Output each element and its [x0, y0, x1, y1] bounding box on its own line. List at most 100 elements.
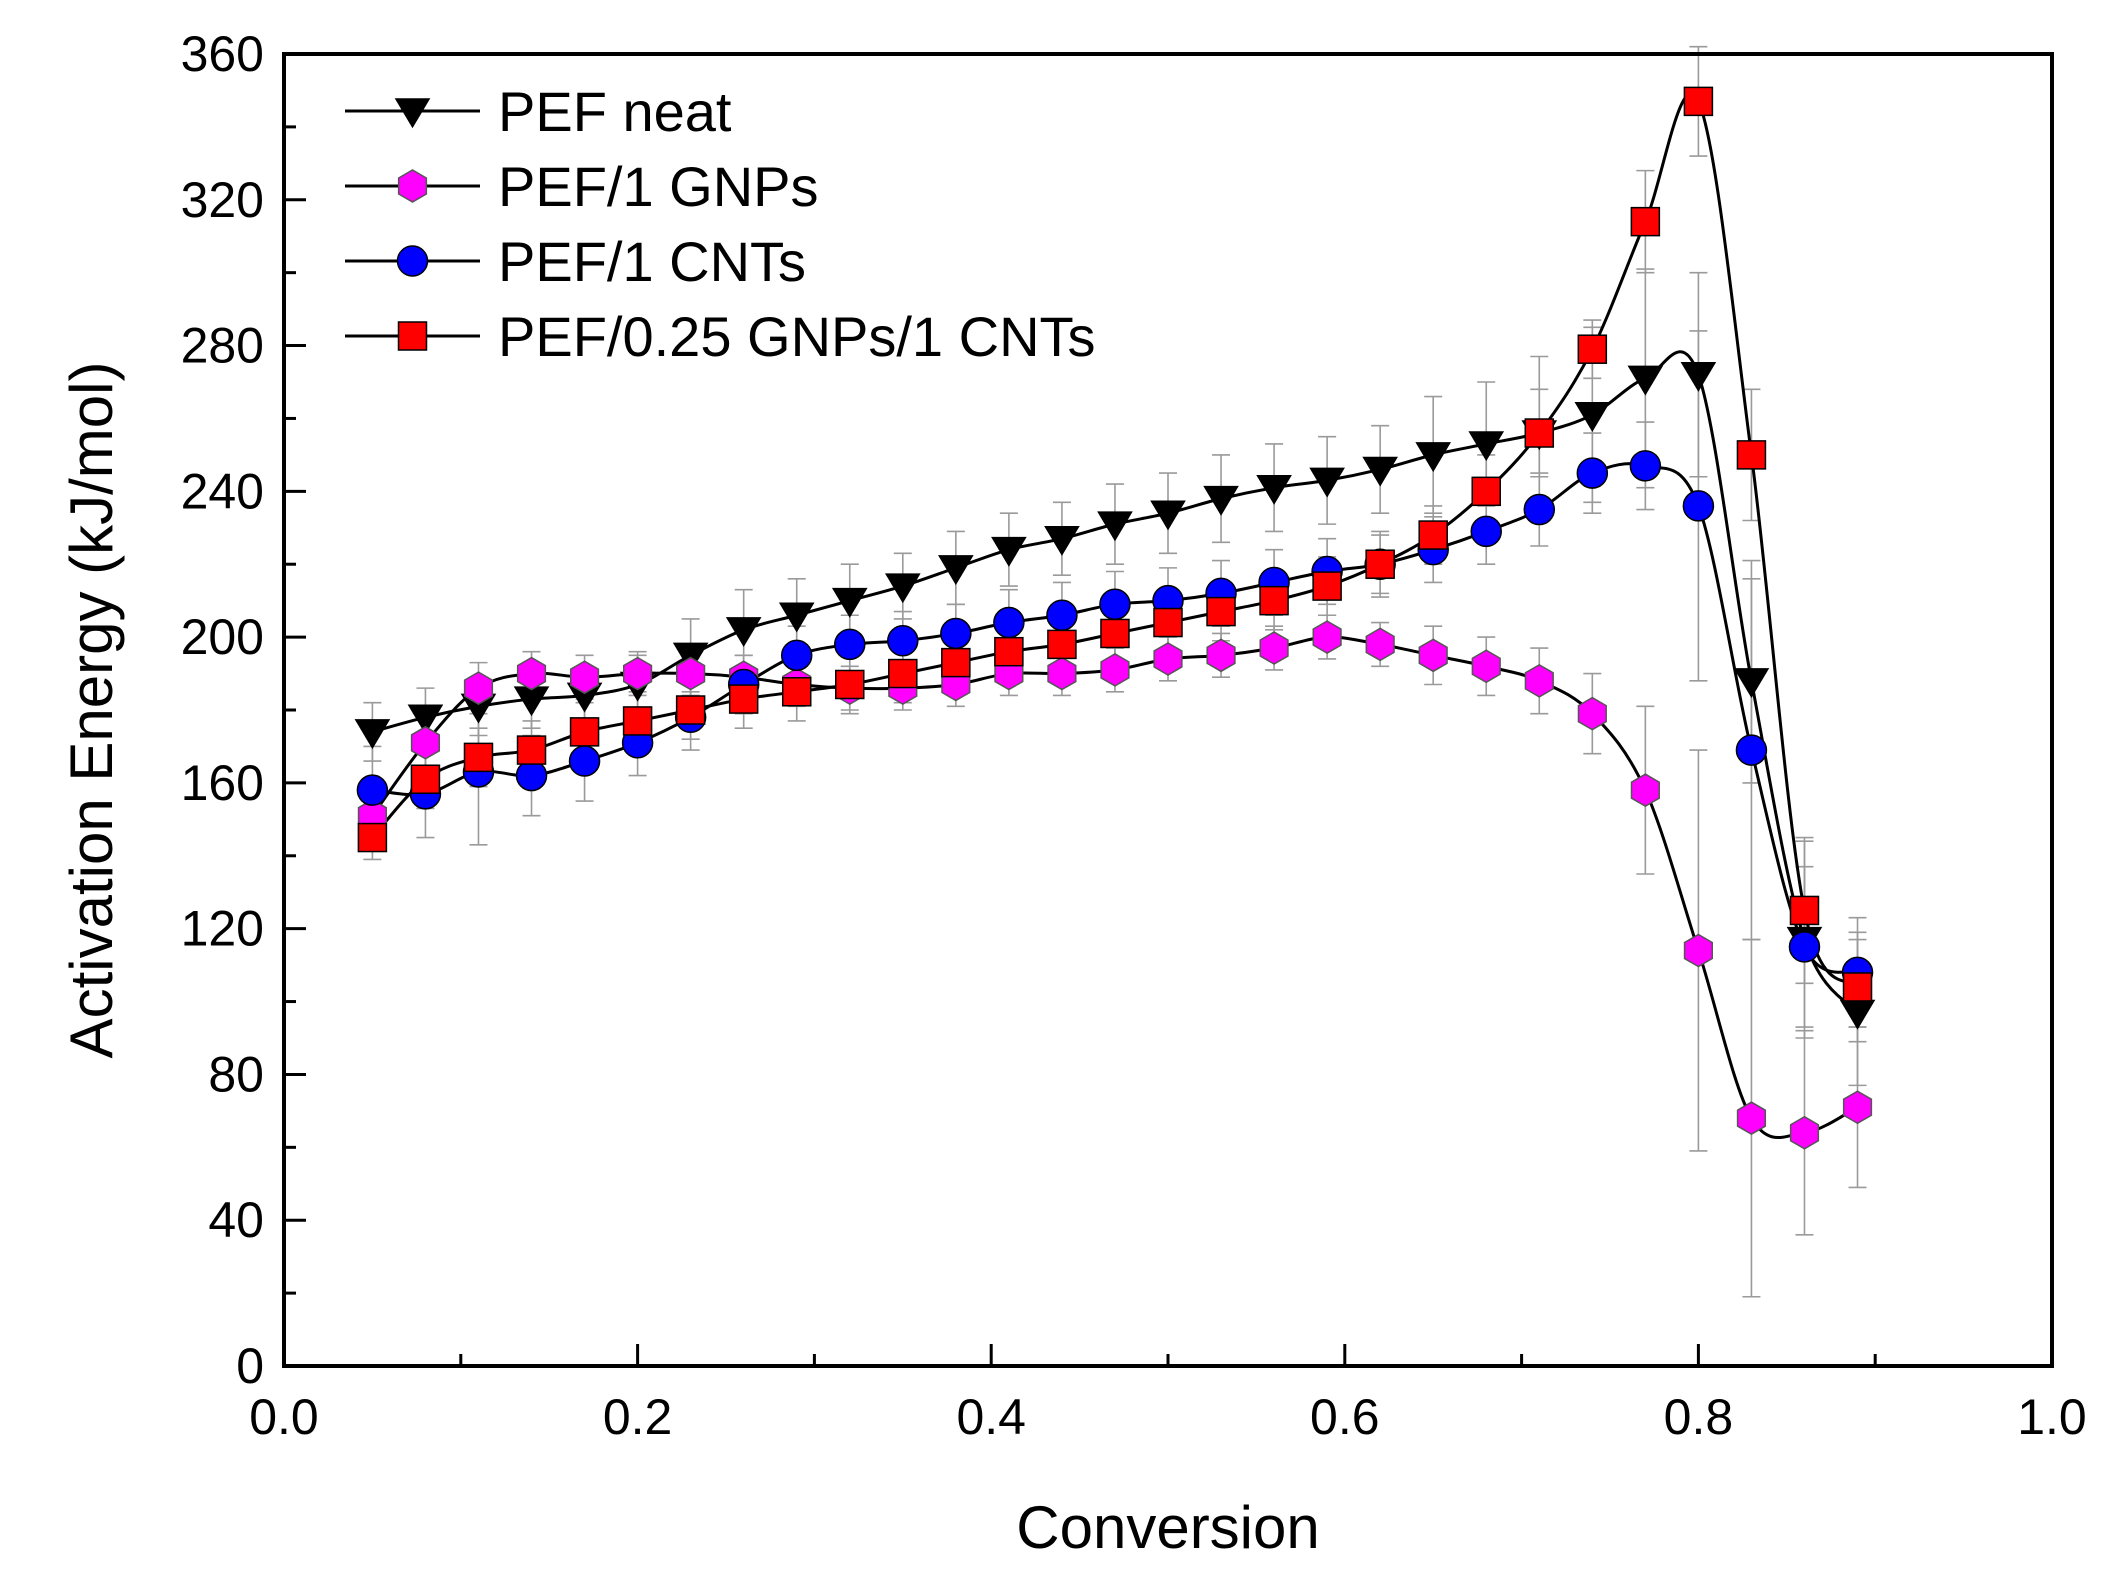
marker-s0-p25 [1680, 361, 1717, 392]
marker-s3-p6 [675, 695, 706, 725]
y-tick-label-2: 80 [208, 1046, 264, 1102]
marker-s2-p9 [834, 628, 866, 661]
marker-s1-p21 [1471, 649, 1501, 684]
marker-s2-p25 [1682, 490, 1715, 522]
marker-s2-p3 [515, 759, 548, 792]
marker-s3-p17 [1259, 585, 1289, 616]
marker-s3-p9 [835, 669, 865, 700]
marker-s3-p28 [1842, 972, 1873, 1002]
series-markers [354, 86, 1876, 1150]
marker-s0-p16 [1203, 485, 1239, 516]
marker-s3-p1 [410, 764, 441, 794]
y-tick-label-5: 200 [181, 609, 264, 665]
marker-s3-p20 [1418, 520, 1448, 550]
marker-s2-p22 [1523, 493, 1556, 526]
legend-label-1: PEF/1 GNPs [498, 155, 819, 218]
marker-s0-p8 [778, 602, 815, 633]
marker-s3-p19 [1365, 549, 1395, 579]
marker-s1-p1 [410, 725, 441, 760]
marker-s0-p10 [884, 573, 921, 604]
marker-s2-p13 [1046, 599, 1078, 631]
marker-s3-p11 [941, 647, 971, 678]
y-axis-ticks: 0 40 80 120 160 200 240 280 320 360 [181, 26, 306, 1394]
marker-s3-p13 [1047, 629, 1077, 660]
marker-s3-p5 [622, 706, 653, 736]
marker-s3-p4 [569, 717, 600, 747]
marker-s0-p15 [1150, 500, 1186, 531]
marker-s0-p12 [991, 536, 1027, 567]
marker-s2-p8 [780, 639, 813, 672]
marker-s1-p24 [1630, 773, 1660, 808]
marker-s2-p27 [1788, 931, 1821, 963]
legend-label-2: PEF/1 CNTs [498, 230, 806, 293]
marker-s3-p12 [994, 636, 1024, 667]
marker-s3-p27 [1789, 895, 1820, 926]
x-tick-label-4: 0.8 [1664, 1389, 1734, 1445]
marker-s3-p3 [516, 735, 547, 765]
marker-s0-p1 [407, 704, 444, 735]
x-tick-label-3: 0.6 [1310, 1389, 1380, 1445]
marker-s1-p17 [1259, 631, 1289, 665]
y-tick-label-7: 280 [181, 318, 264, 374]
series-line-1 [371, 635, 1859, 1139]
marker-s3-p21 [1471, 476, 1501, 507]
x-tick-label-1: 0.2 [603, 1389, 673, 1445]
marker-s1-p3 [516, 656, 547, 691]
marker-s3-p24 [1630, 206, 1661, 237]
marker-s1-p18 [1312, 620, 1342, 654]
marker-s0-p26 [1733, 668, 1770, 699]
marker-s2-p11 [940, 617, 972, 650]
marker-s1-p13 [1047, 656, 1077, 691]
marker-s3-p8 [781, 677, 812, 707]
marker-s2-p21 [1470, 515, 1502, 548]
marker-s1-p14 [1100, 653, 1130, 687]
marker-s3-p26 [1736, 440, 1767, 470]
marker-s0-p24 [1627, 365, 1664, 396]
marker-s0-p20 [1415, 442, 1452, 473]
marker-s3-p22 [1524, 418, 1555, 448]
marker-s1-p16 [1206, 638, 1236, 673]
marker-s2-p4 [568, 745, 601, 777]
marker-s3-p10 [888, 658, 918, 689]
y-tick-label-9: 360 [181, 26, 264, 82]
y-tick-label-1: 40 [208, 1192, 264, 1248]
marker-s0-p18 [1309, 467, 1345, 498]
marker-s1-p4 [569, 660, 600, 695]
marker-s1-p25 [1683, 933, 1714, 968]
marker-s0-p13 [1044, 525, 1080, 556]
marker-s3-p25 [1683, 86, 1714, 117]
marker-s1-p28 [1842, 1090, 1873, 1125]
marker-s0-p14 [1097, 511, 1133, 542]
marker-s1-p2 [463, 671, 494, 705]
marker-s3-p18 [1312, 571, 1342, 601]
marker-s3-p23 [1577, 334, 1608, 364]
legend-marker-1 [397, 169, 428, 203]
marker-s0-p28 [1839, 999, 1876, 1030]
y-axis-title: Activation Energy (kJ/mol) [58, 362, 125, 1059]
marker-s0-p0 [354, 719, 391, 750]
marker-s3-p14 [1100, 618, 1130, 649]
marker-s2-p0 [356, 774, 389, 806]
marker-s1-p27 [1789, 1115, 1820, 1150]
marker-s2-p24 [1629, 450, 1662, 482]
marker-s2-p12 [993, 606, 1025, 639]
y-tick-label-0: 0 [236, 1338, 264, 1394]
marker-s1-p26 [1736, 1101, 1767, 1136]
x-axis-ticks: 0.0 0.2 0.4 0.6 0.8 1.0 [249, 1344, 2087, 1445]
marker-s1-p19 [1365, 627, 1395, 662]
y-tick-label-4: 160 [181, 755, 264, 811]
legend-label-3: PEF/0.25 GNPs/1 CNTs [498, 305, 1096, 368]
y-tick-label-6: 240 [181, 463, 264, 519]
marker-s1-p20 [1418, 638, 1448, 673]
marker-s0-p23 [1574, 402, 1611, 433]
legend-label-0: PEF neat [498, 80, 732, 143]
marker-s2-p26 [1735, 734, 1768, 766]
legend-marker-3 [397, 321, 428, 351]
marker-s3-p7 [728, 684, 759, 714]
legend-marker-2 [396, 245, 429, 277]
x-tick-label-0: 0.0 [249, 1389, 319, 1445]
x-axis-title: Conversion [1016, 1494, 1320, 1561]
marker-s2-p10 [887, 625, 919, 657]
